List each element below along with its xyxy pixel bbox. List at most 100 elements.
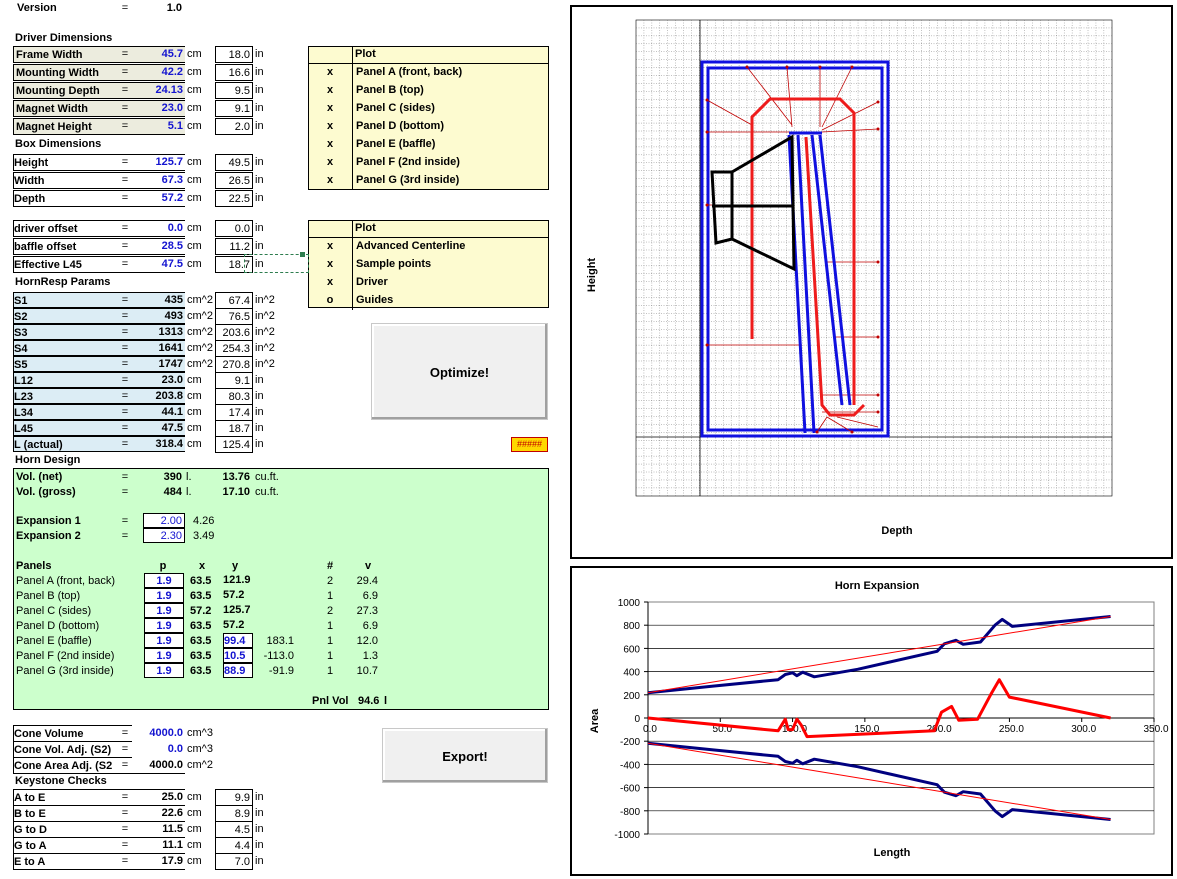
cm-value[interactable]: 42.2 (161, 66, 183, 78)
cm-value[interactable]: 435 (164, 294, 183, 306)
equals-sign: = (121, 743, 129, 755)
plot-toggle-mark[interactable]: x (326, 138, 334, 150)
cm-value[interactable]: 1641 (158, 342, 183, 354)
plot-option-label: Driver (356, 276, 388, 288)
unit-label: cm^2 (187, 358, 213, 370)
sample-point (745, 65, 749, 69)
equals-sign: = (121, 84, 129, 96)
plot-toggle-mark[interactable]: x (326, 66, 334, 78)
plot-toggle-mark[interactable]: x (326, 84, 334, 96)
equals-sign: = (121, 192, 129, 204)
driver-outline (710, 134, 796, 272)
y-tick-label: -200 (620, 737, 640, 748)
unit-label: in (255, 240, 264, 252)
sample-point (785, 65, 789, 69)
divider (308, 63, 549, 64)
panel-p-input[interactable]: 1.9 (144, 663, 184, 678)
plot-toggle-mark[interactable]: x (326, 156, 334, 168)
panel-x: 63.5 (190, 575, 212, 587)
x-header: x (198, 560, 206, 572)
cm-value[interactable]: 47.5 (161, 258, 183, 270)
cm-value[interactable]: 5.1 (167, 120, 183, 132)
series-line-4 (647, 678, 1111, 739)
cone-value[interactable]: 4000.0 (132, 725, 185, 741)
layout-chart-frame[interactable]: Depth Height (570, 5, 1173, 559)
cm-value[interactable]: 318.4 (155, 438, 183, 450)
expansion-input[interactable]: 2.00 (143, 513, 185, 528)
horn-expansion-chart-frame[interactable]: 1000 800 600 400 200 0 -200 -400 -600 -800 -1000 0.… (570, 566, 1173, 876)
plot-toggle-mark[interactable]: o (326, 294, 334, 306)
expansion-input[interactable]: 2.30 (143, 528, 185, 543)
equals-sign: = (121, 358, 129, 370)
cm-value[interactable]: 67.3 (161, 174, 183, 186)
panel-y[interactable]: 10.5 (223, 648, 253, 663)
cm-value[interactable]: 1747 (158, 358, 183, 370)
unit-label: in (255, 855, 264, 867)
panel-p-input[interactable]: 1.9 (144, 573, 184, 588)
unit-label: cm (187, 438, 202, 450)
optimize-button[interactable]: Optimize! (371, 323, 548, 420)
unit-label: cm^2 (187, 759, 213, 771)
unit-label: cm (187, 192, 202, 204)
layout-plot (635, 19, 1113, 497)
plot-toggle-mark[interactable]: x (326, 120, 334, 132)
panel-x: 63.5 (190, 635, 212, 647)
panel-volume: 6.9 (362, 620, 378, 632)
cone-value[interactable]: 0.0 (132, 741, 185, 757)
x-tick-label: 300.0 (1071, 724, 1096, 735)
cone-value: 4000.0 (132, 757, 185, 773)
cm-value[interactable]: 203.8 (155, 390, 183, 402)
guide-line (816, 416, 828, 433)
y-header: y (231, 560, 239, 572)
unit-label: in^2 (255, 310, 275, 322)
plot-option-label: Panel D (bottom) (356, 120, 444, 132)
panel-p-input[interactable]: 1.9 (144, 618, 184, 633)
cm-value[interactable]: 28.5 (161, 240, 183, 252)
keystone-cm: 17.9 (161, 855, 183, 867)
cm-value[interactable]: 0.0 (167, 222, 183, 234)
panel-label: Panel A (front, back) (16, 575, 116, 587)
sample-point (876, 393, 880, 397)
plot-toggle-mark[interactable]: x (326, 240, 334, 252)
cm-value[interactable]: 44.1 (161, 406, 183, 418)
panel-p-input[interactable]: 1.9 (144, 588, 184, 603)
x-tick-label: 200.0 (927, 724, 952, 735)
y-tick-label: 600 (623, 644, 640, 655)
horn-panel-blue-b (796, 134, 816, 434)
expansion-alt: 3.49 (193, 530, 215, 542)
row-label: Mounting Width (13, 64, 185, 81)
cm-value[interactable]: 24.13 (155, 84, 183, 96)
plot-toggle-mark[interactable]: x (326, 276, 334, 288)
plot-option-label: Panel F (2nd inside) (356, 156, 460, 168)
guide-line (821, 128, 879, 133)
cm-value[interactable]: 23.0 (161, 374, 183, 386)
export-button[interactable]: Export! (382, 728, 548, 783)
unit-label: cm (187, 390, 202, 402)
cm-value[interactable]: 47.5 (161, 422, 183, 434)
panel-y[interactable]: 99.4 (223, 633, 253, 648)
guide-line (821, 66, 853, 128)
cm-value[interactable]: 1313 (158, 326, 183, 338)
horn-panel-red-outer (750, 97, 856, 405)
plot-toggle-mark[interactable]: x (326, 102, 334, 114)
equals-sign: = (121, 66, 129, 78)
cm-value[interactable]: 57.2 (161, 192, 183, 204)
sample-point (876, 127, 880, 131)
cm-value[interactable]: 45.7 (161, 48, 183, 60)
cm-value[interactable]: 125.7 (155, 156, 183, 168)
panel-p-input[interactable]: 1.9 (144, 633, 184, 648)
plot-toggle-mark[interactable]: x (326, 174, 334, 186)
panel-p-input[interactable]: 1.9 (144, 603, 184, 618)
panel-count: 1 (326, 665, 334, 677)
plot-toggle-mark[interactable]: x (326, 258, 334, 270)
panel-p-input[interactable]: 1.9 (144, 648, 184, 663)
version-value[interactable]: 1.0 (166, 2, 182, 14)
plot-panels-table (308, 46, 549, 190)
cm-value[interactable]: 23.0 (161, 102, 183, 114)
chart-ylabel: Area (589, 708, 601, 734)
cm-value[interactable]: 493 (164, 310, 183, 322)
guide-line (821, 101, 879, 131)
panel-y[interactable]: 88.9 (223, 663, 253, 678)
panel-count: 1 (326, 590, 334, 602)
panel-label: Panel D (bottom) (16, 620, 100, 632)
